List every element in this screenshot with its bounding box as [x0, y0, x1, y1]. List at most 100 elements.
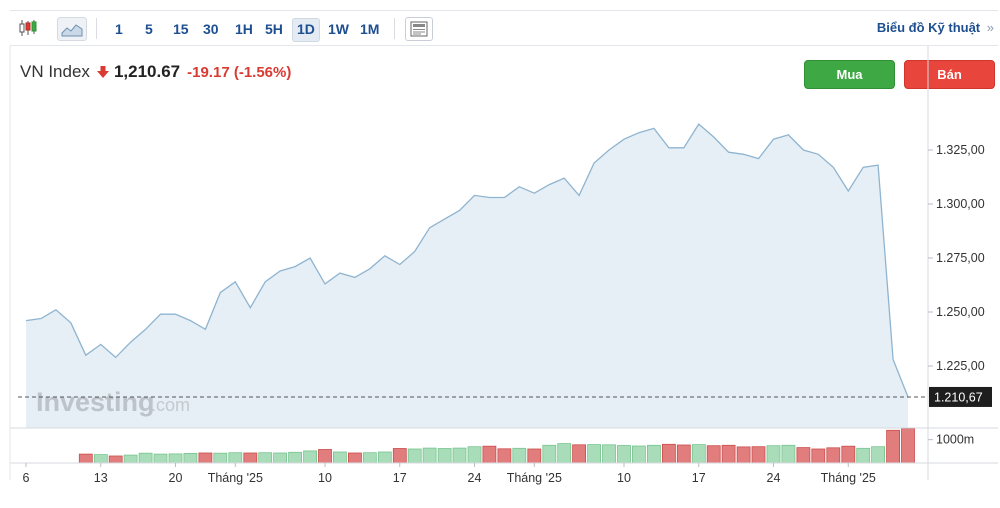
volume-bar-down	[527, 448, 542, 464]
price-point	[69, 321, 72, 324]
x-tick-label: Tháng '25	[208, 471, 263, 485]
volume-bar-up	[93, 454, 108, 464]
price-point	[607, 148, 610, 151]
chart-axes	[9, 46, 998, 480]
volume-bar-down	[841, 445, 856, 464]
volume-bar-up	[856, 447, 871, 464]
volume-bar-down	[676, 444, 691, 464]
area-chart-icon[interactable]	[57, 17, 87, 41]
price-point	[308, 256, 311, 259]
volume-bar-down	[721, 444, 736, 464]
volume-bar-up	[632, 445, 646, 464]
investing-watermark: Investing .com	[36, 387, 190, 417]
price-point	[802, 148, 805, 151]
timeframe-1d[interactable]: 1D	[292, 18, 320, 42]
volume-bar-up	[123, 454, 138, 464]
price-point	[413, 250, 416, 253]
timeframe-5[interactable]: 5	[145, 21, 153, 37]
last-price-marker: 1.210,67	[18, 386, 992, 407]
timeframe-1[interactable]: 1	[115, 21, 123, 37]
timeframe-1w[interactable]: 1W	[328, 21, 349, 37]
price-point	[39, 317, 42, 320]
x-tick-label: Tháng '25	[821, 471, 876, 485]
volume-bar-down	[482, 445, 497, 464]
volume-bar-up	[422, 447, 437, 464]
instrument-name: VN Index	[20, 62, 90, 81]
timeframe-5h[interactable]: 5H	[265, 21, 283, 37]
volume-bar-down	[662, 443, 676, 464]
timeframe-1m[interactable]: 1M	[360, 21, 380, 37]
price-point	[353, 276, 356, 279]
price-point	[862, 166, 865, 169]
price-point	[712, 135, 715, 138]
y-tick-label: 1.325,00	[936, 143, 985, 157]
price-point	[533, 192, 536, 195]
volume-bar-down	[826, 447, 841, 464]
price-point	[847, 189, 850, 192]
price-line	[25, 123, 909, 398]
price-point	[174, 313, 177, 316]
chart-toolbar: 1 5 15 30 1H 5H 1D 1W 1M Biểu đồ Kỹ thuậ…	[10, 10, 998, 46]
price-point	[622, 138, 625, 141]
watermark-suffix: .com	[151, 395, 190, 415]
price-point	[667, 146, 670, 149]
y-tick-label: 1.275,00	[936, 251, 985, 265]
toolbar-separator	[96, 18, 97, 39]
y-tick-label: 1.225,00	[936, 359, 985, 373]
candlestick-icon[interactable]	[15, 17, 41, 39]
last-price: 1,210.67	[113, 62, 181, 81]
toolbar-separator	[394, 18, 395, 39]
price-point	[294, 265, 297, 268]
price-point	[249, 306, 252, 309]
volume-bar-up	[452, 447, 467, 464]
buy-button[interactable]: Mua	[804, 60, 895, 89]
price-area-fill	[26, 124, 908, 428]
price-point	[772, 138, 775, 141]
price-point	[159, 313, 162, 316]
price-point	[279, 269, 282, 272]
price-point	[518, 185, 521, 188]
volume-bar-up	[557, 443, 572, 464]
volume-bar-up	[332, 451, 347, 464]
technical-chart-label: Biểu đồ Kỹ thuật	[876, 20, 981, 35]
volume-bar-up	[168, 453, 183, 464]
timeframe-15[interactable]: 15	[173, 21, 189, 37]
last-price-label-bg	[929, 386, 992, 407]
volume-bar-up	[153, 453, 168, 464]
price-point	[219, 291, 222, 294]
price-point	[264, 280, 267, 283]
price-point	[24, 319, 27, 322]
price-point	[458, 209, 461, 212]
volume-bar-up	[602, 444, 616, 464]
volume-bar-up	[437, 448, 452, 464]
volume-bar-up	[407, 448, 422, 464]
volume-bar-down	[901, 428, 915, 464]
volume-bar-up	[377, 451, 392, 464]
volume-bar-down	[347, 452, 362, 464]
price-area-series	[24, 122, 909, 428]
timeframe-1h[interactable]: 1H	[235, 21, 253, 37]
x-tick-label: Tháng '25	[507, 471, 562, 485]
volume-bar-up	[587, 444, 601, 464]
sell-button[interactable]: Bán	[904, 60, 995, 89]
price-point	[189, 319, 192, 322]
price-point	[144, 328, 147, 331]
price-point	[727, 151, 730, 154]
volume-bar-down	[108, 455, 123, 464]
technical-chart-link[interactable]: Biểu đồ Kỹ thuật »	[877, 20, 994, 35]
price-change-percent: (-1.56%)	[233, 63, 292, 81]
volume-bar-up	[213, 452, 228, 464]
news-icon[interactable]	[405, 17, 433, 41]
x-tick-label: 6	[23, 471, 30, 485]
price-point	[398, 263, 401, 266]
volume-bar-up	[258, 452, 273, 464]
price-point	[428, 226, 431, 229]
volume-bar-down	[811, 448, 826, 464]
price-point	[443, 218, 446, 221]
double-chevron-icon: »	[986, 20, 994, 35]
price-point	[877, 164, 880, 167]
price-point	[697, 122, 700, 125]
volume-bar-up	[467, 446, 482, 464]
timeframe-30[interactable]: 30	[203, 21, 219, 37]
